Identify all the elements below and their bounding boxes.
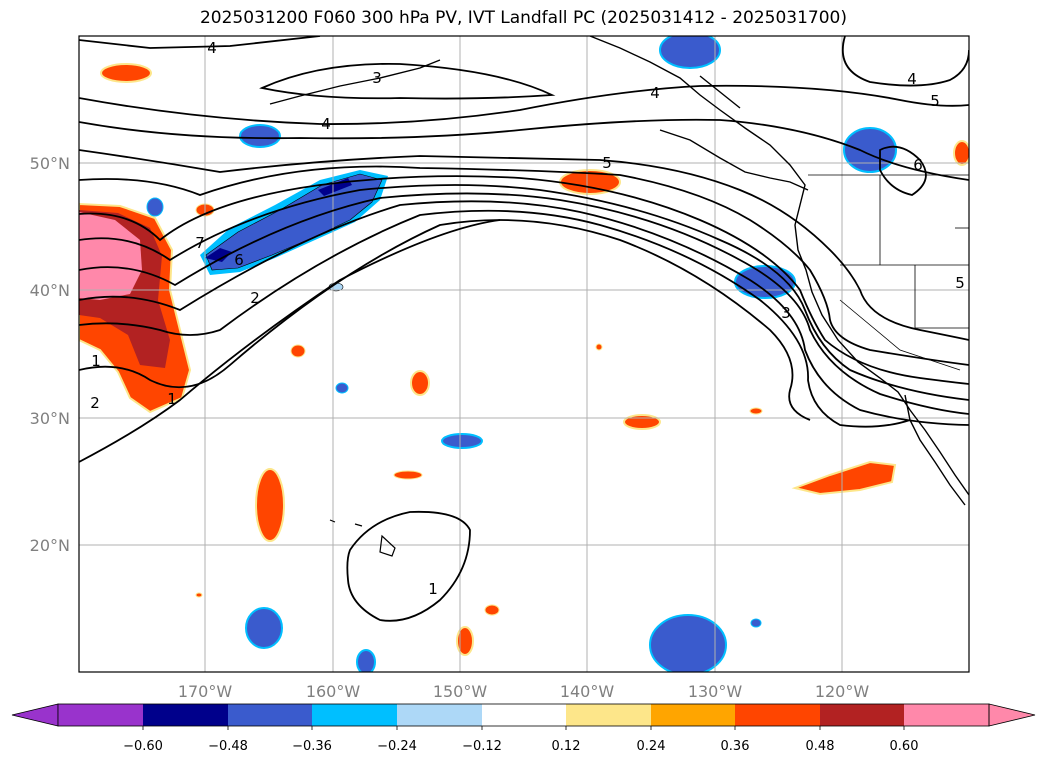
colorbar-segment — [312, 704, 397, 726]
lat-label: 20°N — [30, 536, 70, 555]
contour-label: 4 — [907, 70, 917, 88]
colorbar-tick-label: −0.36 — [292, 739, 332, 754]
lon-label: 120°W — [815, 682, 870, 701]
colorbar-tick-label: 0.48 — [806, 739, 835, 754]
latitude-labels: 50°N 40°N 30°N 20°N — [30, 154, 70, 555]
colorbar-extend-low — [11, 703, 59, 727]
negative-patch — [239, 124, 281, 148]
colorbar-segment — [651, 704, 735, 726]
contour-label: 1 — [91, 352, 101, 370]
lon-label: 140°W — [560, 682, 615, 701]
contour-label: 4 — [207, 39, 217, 57]
colorbar-segment — [735, 704, 820, 726]
contour-label: 5 — [930, 92, 940, 110]
lon-label: 130°W — [688, 682, 743, 701]
colorbar-tick-label: 0.12 — [552, 739, 581, 754]
colorbar-tick-label: 0.60 — [890, 739, 919, 754]
colorbar-tick-label: −0.48 — [208, 739, 248, 754]
colorbar-tick-label: 0.36 — [721, 739, 750, 754]
positive-patch — [100, 63, 152, 83]
contour-label: 6 — [913, 156, 923, 174]
longitude-labels: 170°W 160°W 150°W 140°W 130°W 120°W — [178, 682, 870, 701]
contour-label: 3 — [781, 304, 791, 322]
lat-label: 40°N — [30, 281, 70, 300]
contours — [79, 36, 969, 622]
contour-label: 6 — [234, 251, 244, 269]
map-area — [79, 36, 969, 672]
colorbar-segment — [397, 704, 482, 726]
contour-label: 5 — [602, 154, 612, 172]
colorbar-tick-label: 0.24 — [637, 739, 666, 754]
colorbar-tick-label: −0.60 — [123, 739, 163, 754]
colorbar-segment — [820, 704, 904, 726]
colorbar-segment — [58, 704, 143, 726]
colorbar-segment — [228, 704, 312, 726]
contour-label: 3 — [372, 69, 382, 87]
lat-label: 30°N — [30, 409, 70, 428]
contour-line — [79, 36, 321, 49]
lon-label: 170°W — [178, 682, 233, 701]
positive-anomaly-west-peak — [79, 212, 142, 300]
contour-label: 1 — [428, 580, 438, 598]
map-frame — [78, 35, 970, 673]
colorbar-segment — [904, 704, 989, 726]
state-borders — [808, 174, 969, 371]
colorbar-tick-label: −0.12 — [462, 739, 502, 754]
contour-labels: 4 3 4 5 4 5 6 7 6 2 3 1 2 1 1 4 5 — [90, 39, 965, 598]
lon-label: 150°W — [433, 682, 488, 701]
lat-label: 50°N — [30, 154, 70, 173]
contour-label: 2 — [250, 289, 260, 307]
contour-label: 4 — [650, 84, 660, 102]
colorbar: −0.60 −0.48 −0.36 −0.24 −0.12 0.12 0.24 … — [11, 703, 1036, 754]
colorbar-segment — [143, 704, 228, 726]
colorbar-tick-label: −0.24 — [377, 739, 417, 754]
colorbar-segment — [482, 704, 566, 726]
contour-label: 2 — [90, 394, 100, 412]
colorbar-segment — [566, 704, 651, 726]
gridlines — [79, 36, 969, 672]
chart-title: 2025031200 F060 300 hPa PV, IVT Landfall… — [199, 8, 847, 28]
contour-label: 4 — [321, 115, 331, 133]
contour-label: 7 — [195, 234, 205, 252]
colorbar-extend-high — [988, 703, 1036, 727]
contour-label: 5 — [955, 274, 965, 292]
coastlines — [269, 36, 969, 557]
contour-label: 1 — [167, 390, 177, 408]
lon-label: 160°W — [306, 682, 361, 701]
